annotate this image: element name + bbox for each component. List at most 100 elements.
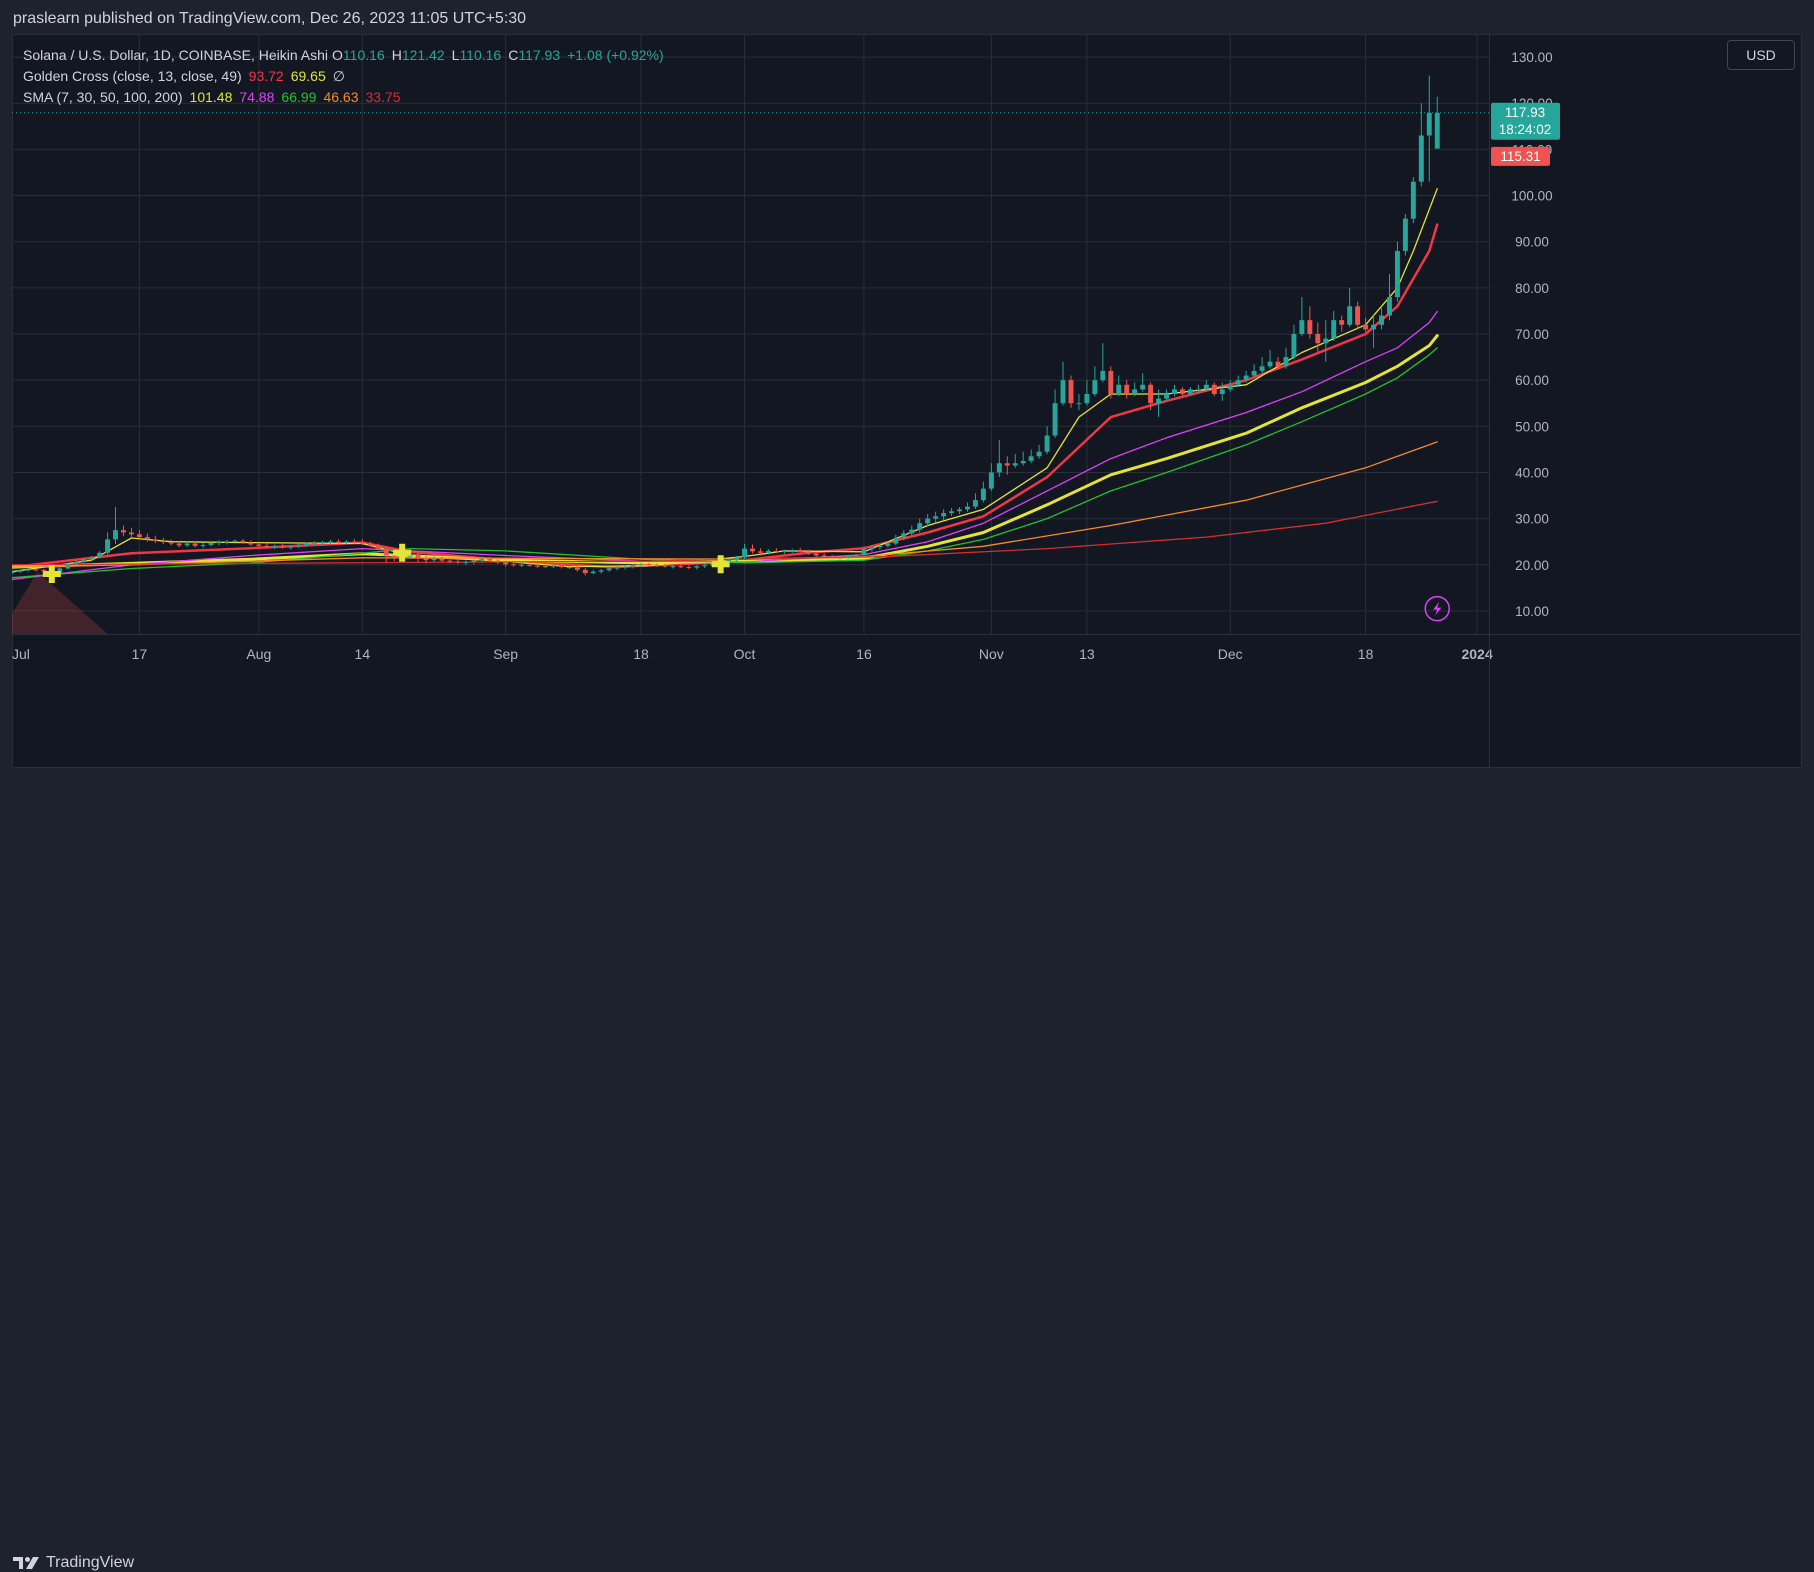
candle-body xyxy=(797,550,803,552)
candle-body xyxy=(248,542,254,545)
tradingview-logo[interactable]: TradingView xyxy=(13,1554,134,1572)
candle-body xyxy=(566,567,572,569)
axes: 10.00 20.00 30.00 40.00 50.00 60.00 70.00 80.00… xyxy=(12,34,1802,768)
candle-body xyxy=(845,556,851,558)
candle-body xyxy=(1251,370,1257,376)
sma-50-line xyxy=(12,347,1438,579)
candle-body xyxy=(312,543,318,545)
candle-body xyxy=(1028,456,1034,461)
candle-body xyxy=(105,539,111,553)
candle-body xyxy=(1291,334,1297,358)
candle-body xyxy=(41,569,47,572)
candle-body xyxy=(853,555,859,557)
legend: Solana / U.S. Dollar, 1D, COINBASE, Heik… xyxy=(23,45,671,108)
sma-200-line xyxy=(12,500,1438,566)
candle-body xyxy=(1307,320,1313,334)
candle-body xyxy=(1243,375,1249,381)
ohlc-o-label: O xyxy=(332,47,343,63)
price-chart[interactable]: 10.00 20.00 30.00 40.00 50.00 60.00 70.00 80.00… xyxy=(12,34,1802,768)
candle-body xyxy=(1132,389,1138,394)
candle-body xyxy=(1426,112,1432,136)
cross-signal-marker xyxy=(42,565,61,583)
candle-body xyxy=(351,541,357,543)
candle-body xyxy=(1140,384,1146,390)
sma-50-value: 66.99 xyxy=(281,89,317,105)
candle-body xyxy=(232,540,238,542)
candle-body xyxy=(320,542,325,544)
y-tick-label: 70.00 xyxy=(1515,327,1549,342)
golden-cross-slow: 69.65 xyxy=(290,68,326,84)
candle-body xyxy=(1108,370,1114,394)
candle-body xyxy=(750,548,755,552)
x-tick-label: 17 xyxy=(132,646,148,662)
candle-body xyxy=(614,567,620,569)
ohlc-l-label: L xyxy=(451,47,460,63)
other-price-tag: 115.31 xyxy=(1500,149,1540,164)
candle-body xyxy=(694,566,700,568)
candle-body xyxy=(1068,380,1074,404)
candle-body xyxy=(1052,403,1058,436)
y-tick-label: 50.00 xyxy=(1515,419,1549,434)
candle-body xyxy=(81,559,87,562)
candle-body xyxy=(1387,297,1392,316)
candle-body xyxy=(1379,315,1384,325)
bear-shade xyxy=(12,571,108,634)
candle-body xyxy=(909,529,915,534)
candle-body xyxy=(1434,112,1440,149)
candle-body xyxy=(558,565,564,568)
candle-body xyxy=(1315,334,1321,344)
candle-body xyxy=(646,564,652,566)
candle-body xyxy=(57,568,63,573)
candle-body xyxy=(885,543,891,546)
currency-button[interactable]: USD xyxy=(1727,40,1795,70)
x-tick-label: Aug xyxy=(246,646,271,662)
last-price-tag: 117.93 xyxy=(1505,105,1545,120)
x-tick-label: 16 xyxy=(856,646,872,662)
sma-100-value: 46.63 xyxy=(323,89,359,105)
candle-body xyxy=(335,541,341,543)
candle-body xyxy=(686,567,692,569)
candle-body xyxy=(296,545,302,547)
candle-body xyxy=(519,564,525,566)
x-tick-label: Oct xyxy=(734,646,756,662)
lightning-icon xyxy=(1424,595,1450,622)
other-price-tag-bg xyxy=(1491,146,1550,166)
candle-body xyxy=(1402,218,1408,251)
candle-body xyxy=(495,560,501,563)
x-tick-label: Nov xyxy=(979,646,1004,662)
ohlc-l: 110.16 xyxy=(459,47,502,63)
candle-body xyxy=(957,509,962,512)
legend-symbol: Solana / U.S. Dollar, 1D, COINBASE, Heik… xyxy=(23,47,329,63)
candles xyxy=(12,75,1440,577)
candle-body xyxy=(160,540,166,543)
candle-body xyxy=(1275,361,1281,367)
golden-cross-label: Golden Cross (close, 13, close, 49) xyxy=(23,68,242,84)
candle-body xyxy=(598,570,604,572)
x-tick-label: Dec xyxy=(1218,646,1243,662)
candle-body xyxy=(1418,135,1424,182)
y-tick-label: 100.00 xyxy=(1511,189,1552,204)
candle-body xyxy=(789,550,795,551)
ohlc-h: 121.42 xyxy=(401,47,445,63)
candle-body xyxy=(829,556,835,558)
candle-body xyxy=(1259,366,1265,371)
candle-body xyxy=(423,558,429,561)
ohlc-h-label: H xyxy=(391,47,402,63)
x-tick-label: 13 xyxy=(1079,646,1095,662)
candle-body xyxy=(965,506,970,510)
sma-30-value: 74.88 xyxy=(239,89,275,105)
candle-body xyxy=(670,566,676,568)
candle-body xyxy=(917,523,923,530)
candle-body xyxy=(503,562,509,565)
candle-body xyxy=(288,546,294,548)
cross-signals xyxy=(42,543,730,583)
golden-cross-fast: 93.72 xyxy=(248,68,284,84)
candle-body xyxy=(280,546,286,548)
candle-body xyxy=(144,537,150,540)
candle-body xyxy=(224,541,230,543)
candle-body xyxy=(192,543,198,546)
candle-body xyxy=(941,513,947,517)
candle-body xyxy=(359,542,365,544)
candle-body xyxy=(1195,389,1201,391)
candle-body xyxy=(622,566,628,568)
